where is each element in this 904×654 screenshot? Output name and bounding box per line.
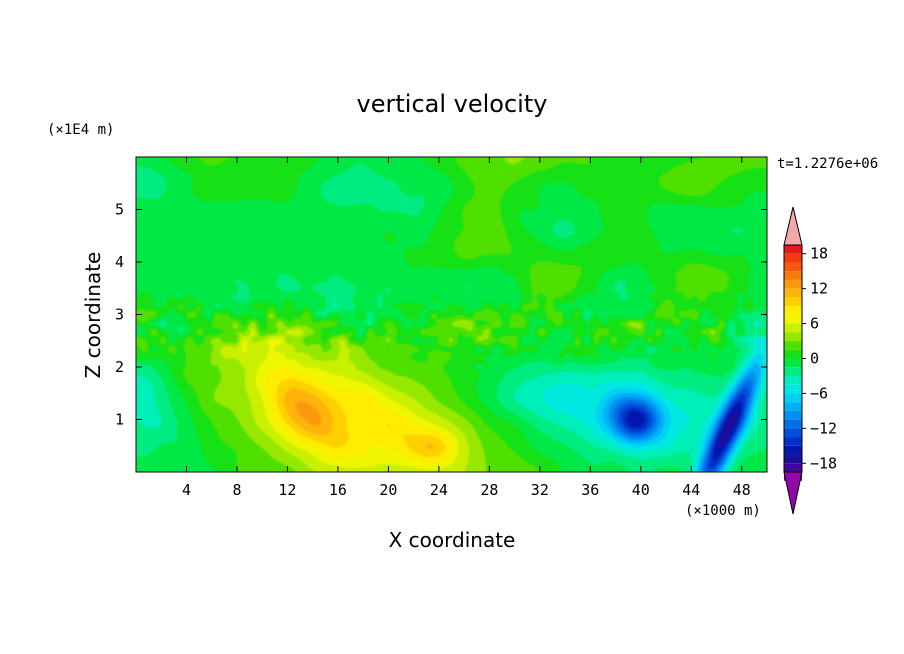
- colorbar-label: −6: [810, 384, 828, 402]
- colorbar-swatch: [784, 297, 802, 307]
- colorbar-label: −12: [810, 419, 837, 437]
- colorbar-swatch: [784, 245, 802, 254]
- colorbar-swatch: [784, 402, 802, 411]
- y-axis: 1 2 3 4 5: [115, 201, 767, 429]
- colorbar: 18 12 6 0 −6 −12 −18: [783, 206, 837, 515]
- colorbar-swatch: [784, 445, 802, 455]
- plot-area: [135, 156, 768, 473]
- x-tick-label: 20: [379, 481, 397, 499]
- colorbar-swatch: [784, 463, 802, 472]
- colorbar-swatch: [784, 375, 802, 385]
- colorbar-label: 18: [810, 245, 828, 263]
- x-tick-label: 32: [531, 481, 549, 499]
- x-tick-label: 28: [480, 481, 498, 499]
- x-tick-label: 44: [682, 481, 700, 499]
- colorbar-swatch: [784, 341, 802, 350]
- x-axis: 4 8 12 16 20 24 28 32 36 40 44 48: [182, 157, 751, 499]
- colorbar-swatch: [784, 332, 802, 342]
- y-axis-label: Z coordinate: [81, 252, 105, 379]
- time-label: t=1.2276e+06: [777, 156, 878, 172]
- x-tick-label: 4: [182, 481, 191, 499]
- colorbar-swatch: [784, 349, 802, 359]
- colorbar-swatch: [784, 428, 802, 438]
- colorbar-swatch: [784, 437, 802, 446]
- x-tick-label: 12: [278, 481, 296, 499]
- y-tick-label: 1: [115, 411, 124, 429]
- colorbar-swatch: [784, 367, 802, 376]
- colorbar-swatch: [784, 271, 802, 280]
- y-tick-label: 4: [115, 253, 124, 271]
- x-tick-label: 24: [430, 481, 448, 499]
- y-tick-label: 5: [115, 201, 124, 219]
- colorbar-label: 0: [810, 350, 819, 368]
- colorbar-label: −18: [810, 454, 837, 472]
- chart-title: vertical velocity: [357, 90, 548, 118]
- colorbar-swatch: [784, 323, 802, 333]
- colorbar-swatch: [784, 454, 802, 464]
- y-tick-label: 3: [115, 306, 124, 324]
- colorbar-swatch: [784, 384, 802, 394]
- colorbar-swatch: [784, 358, 802, 368]
- colorbar-swatch: [784, 262, 802, 272]
- colorbar-swatch: [784, 393, 802, 403]
- y-unit-label: (×1E4 m): [47, 122, 114, 138]
- colorbar-label: 6: [810, 315, 819, 333]
- colorbar-swatch: [784, 314, 802, 324]
- colorbar-swatch: [784, 279, 802, 289]
- velocity-field: [136, 157, 767, 472]
- y-tick-label: 2: [115, 358, 124, 376]
- colorbar-label: 12: [810, 280, 828, 298]
- colorbar-swatch: [784, 253, 802, 263]
- x-tick-label: 40: [632, 481, 650, 499]
- x-tick-label: 48: [733, 481, 751, 499]
- x-unit-label: (×1000 m): [685, 503, 761, 519]
- colorbar-swatch: [784, 306, 802, 315]
- x-axis-label: X coordinate: [389, 528, 516, 552]
- colorbar-over-triangle: [783, 206, 803, 246]
- colorbar-under-triangle: [783, 471, 803, 515]
- colorbar-swatch: [784, 410, 802, 420]
- x-tick-label: 16: [329, 481, 347, 499]
- colorbar-swatch: [784, 288, 802, 298]
- x-tick-label: 8: [232, 481, 241, 499]
- x-tick-label: 36: [581, 481, 599, 499]
- colorbar-swatch: [784, 419, 802, 429]
